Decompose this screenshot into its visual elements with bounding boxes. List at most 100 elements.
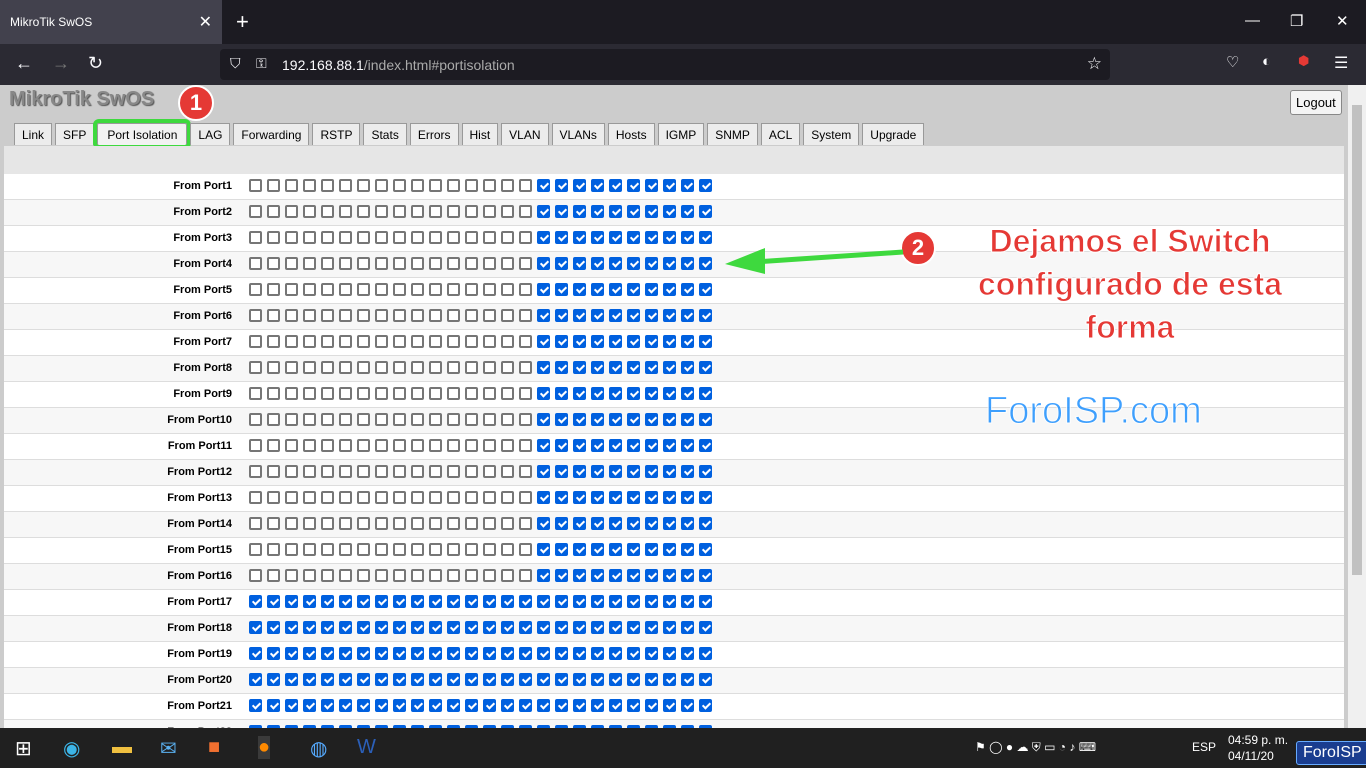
to-port-18-checkbox[interactable] [555,621,568,634]
to-port-5-checkbox[interactable] [321,673,334,686]
to-port-11-checkbox[interactable] [429,387,442,400]
to-port-24-checkbox[interactable] [663,361,676,374]
to-port-13-checkbox[interactable] [465,257,478,270]
to-port-23-checkbox[interactable] [645,673,658,686]
to-port-16-checkbox[interactable] [519,647,532,660]
to-port-4-checkbox[interactable] [303,335,316,348]
to-port-16-checkbox[interactable] [519,725,532,728]
winbox-icon[interactable]: ◍ [310,738,328,760]
to-port-5-checkbox[interactable] [321,543,334,556]
to-port-24-checkbox[interactable] [663,543,676,556]
to-port-22-checkbox[interactable] [627,647,640,660]
to-port-26-checkbox[interactable] [699,647,712,660]
to-port-18-checkbox[interactable] [555,491,568,504]
to-port-8-checkbox[interactable] [375,647,388,660]
to-port-13-checkbox[interactable] [465,647,478,660]
to-port-13-checkbox[interactable] [465,361,478,374]
to-port-5-checkbox[interactable] [321,361,334,374]
to-port-19-checkbox[interactable] [573,257,586,270]
to-port-22-checkbox[interactable] [627,465,640,478]
to-port-8-checkbox[interactable] [375,569,388,582]
to-port-9-checkbox[interactable] [393,569,406,582]
to-port-2-checkbox[interactable] [267,465,280,478]
to-port-16-checkbox[interactable] [519,439,532,452]
to-port-6-checkbox[interactable] [339,283,352,296]
to-port-26-checkbox[interactable] [699,699,712,712]
to-port-6-checkbox[interactable] [339,439,352,452]
to-port-21-checkbox[interactable] [609,283,622,296]
to-port-7-checkbox[interactable] [357,205,370,218]
to-port-14-checkbox[interactable] [483,673,496,686]
to-port-7-checkbox[interactable] [357,647,370,660]
to-port-3-checkbox[interactable] [285,517,298,530]
to-port-20-checkbox[interactable] [591,465,604,478]
to-port-2-checkbox[interactable] [267,439,280,452]
to-port-14-checkbox[interactable] [483,361,496,374]
tab-forwarding[interactable]: Forwarding [233,123,310,145]
to-port-14-checkbox[interactable] [483,205,496,218]
to-port-17-checkbox[interactable] [537,699,550,712]
to-port-20-checkbox[interactable] [591,725,604,728]
to-port-16-checkbox[interactable] [519,361,532,374]
to-port-11-checkbox[interactable] [429,309,442,322]
to-port-20-checkbox[interactable] [591,361,604,374]
to-port-23-checkbox[interactable] [645,595,658,608]
to-port-19-checkbox[interactable] [573,543,586,556]
to-port-14-checkbox[interactable] [483,621,496,634]
to-port-13-checkbox[interactable] [465,621,478,634]
to-port-11-checkbox[interactable] [429,283,442,296]
to-port-24-checkbox[interactable] [663,231,676,244]
to-port-13-checkbox[interactable] [465,335,478,348]
to-port-25-checkbox[interactable] [681,361,694,374]
shield-icon[interactable]: ⛉ [230,55,241,71]
to-port-4-checkbox[interactable] [303,387,316,400]
to-port-2-checkbox[interactable] [267,309,280,322]
to-port-25-checkbox[interactable] [681,673,694,686]
tab-upgrade[interactable]: Upgrade [862,123,925,145]
to-port-5-checkbox[interactable] [321,309,334,322]
to-port-26-checkbox[interactable] [699,621,712,634]
to-port-5-checkbox[interactable] [321,595,334,608]
to-port-12-checkbox[interactable] [447,439,460,452]
to-port-3-checkbox[interactable] [285,647,298,660]
to-port-1-checkbox[interactable] [249,179,262,192]
to-port-14-checkbox[interactable] [483,413,496,426]
to-port-2-checkbox[interactable] [267,231,280,244]
to-port-17-checkbox[interactable] [537,673,550,686]
to-port-11-checkbox[interactable] [429,413,442,426]
to-port-18-checkbox[interactable] [555,309,568,322]
to-port-4-checkbox[interactable] [303,413,316,426]
to-port-15-checkbox[interactable] [501,179,514,192]
to-port-20-checkbox[interactable] [591,283,604,296]
to-port-3-checkbox[interactable] [285,231,298,244]
to-port-17-checkbox[interactable] [537,725,550,728]
to-port-15-checkbox[interactable] [501,387,514,400]
to-port-23-checkbox[interactable] [645,309,658,322]
to-port-26-checkbox[interactable] [699,725,712,728]
to-port-1-checkbox[interactable] [249,673,262,686]
to-port-16-checkbox[interactable] [519,543,532,556]
to-port-25-checkbox[interactable] [681,465,694,478]
tab-rstp[interactable]: RSTP [312,123,361,145]
to-port-7-checkbox[interactable] [357,179,370,192]
to-port-16-checkbox[interactable] [519,491,532,504]
to-port-10-checkbox[interactable] [411,621,424,634]
to-port-20-checkbox[interactable] [591,595,604,608]
to-port-19-checkbox[interactable] [573,309,586,322]
to-port-1-checkbox[interactable] [249,491,262,504]
to-port-5-checkbox[interactable] [321,205,334,218]
to-port-14-checkbox[interactable] [483,465,496,478]
to-port-11-checkbox[interactable] [429,361,442,374]
to-port-24-checkbox[interactable] [663,283,676,296]
to-port-12-checkbox[interactable] [447,725,460,728]
to-port-22-checkbox[interactable] [627,543,640,556]
to-port-3-checkbox[interactable] [285,465,298,478]
to-port-24-checkbox[interactable] [663,569,676,582]
word-icon[interactable]: W [357,736,376,758]
to-port-14-checkbox[interactable] [483,569,496,582]
to-port-25-checkbox[interactable] [681,699,694,712]
to-port-10-checkbox[interactable] [411,413,424,426]
to-port-25-checkbox[interactable] [681,621,694,634]
to-port-4-checkbox[interactable] [303,231,316,244]
to-port-6-checkbox[interactable] [339,621,352,634]
